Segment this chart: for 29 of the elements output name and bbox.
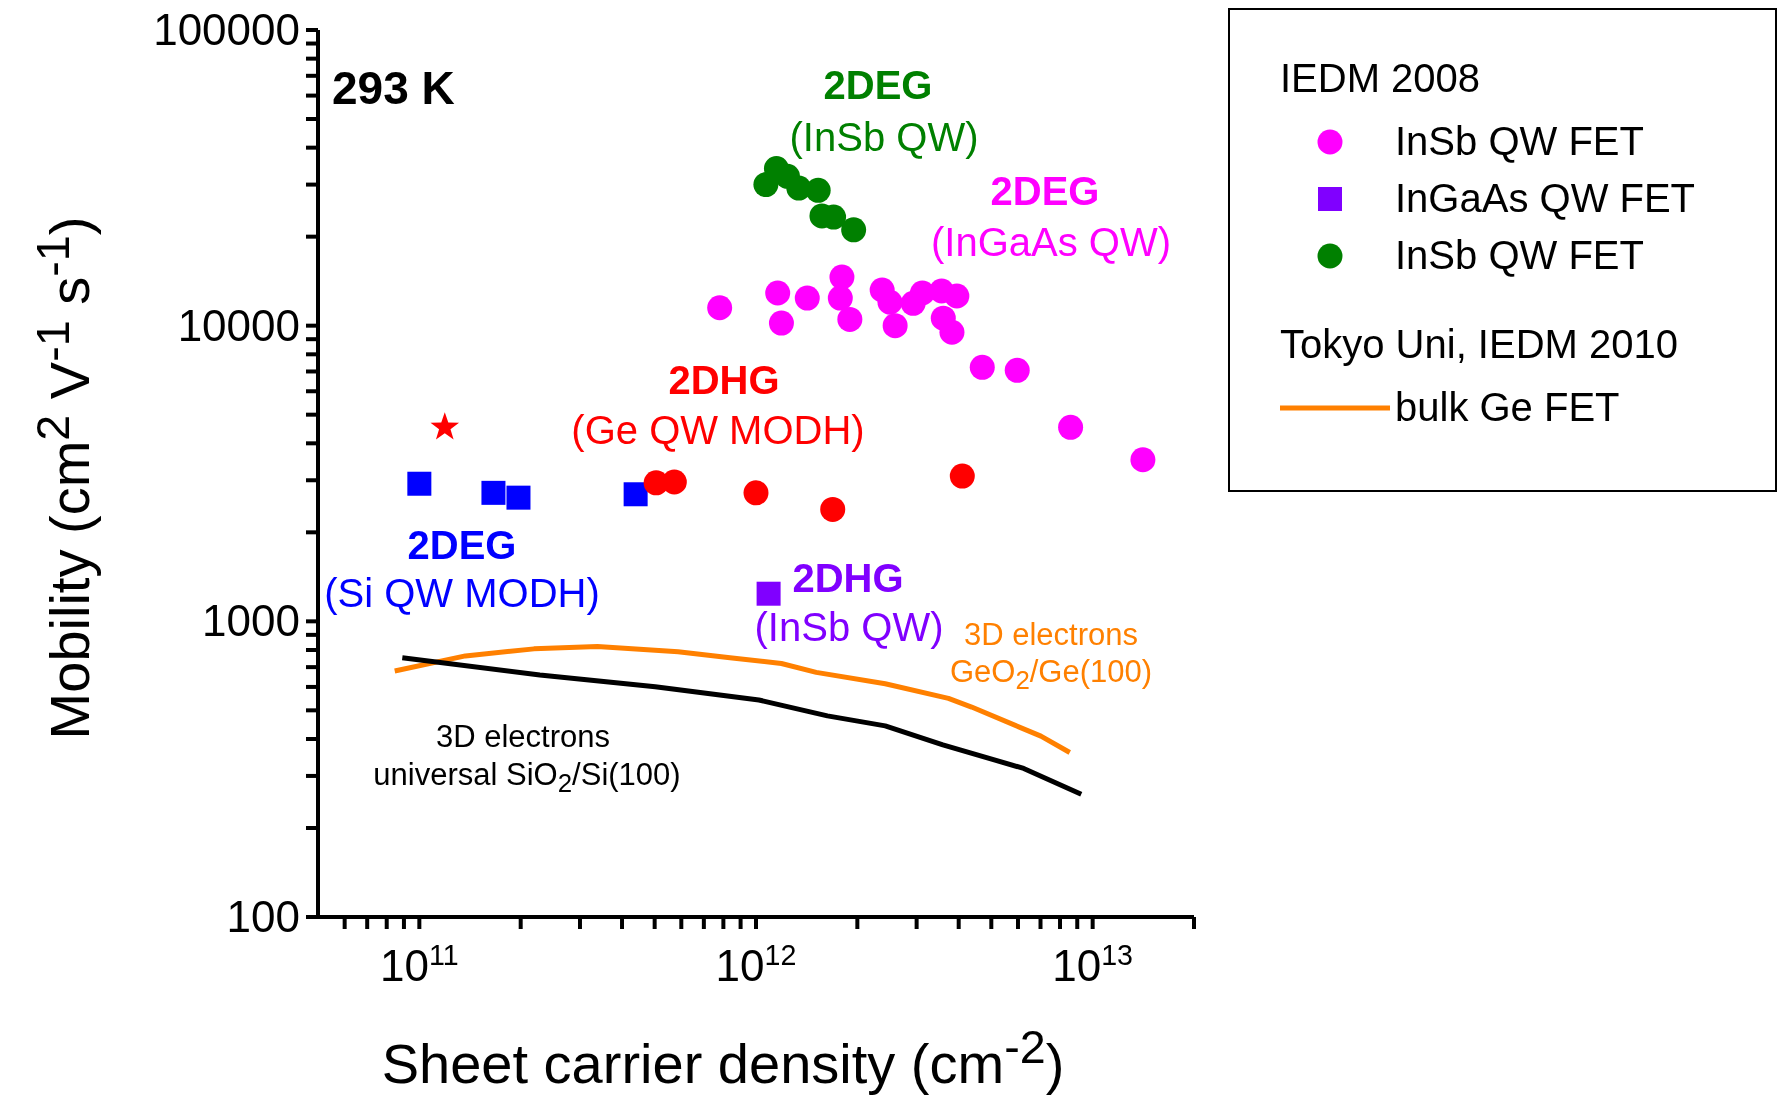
annotation: (Si QW MODH) xyxy=(324,571,600,615)
legend-label: bulk Ge FET xyxy=(1395,385,1620,430)
legend-label: InGaAs QW FET xyxy=(1395,176,1696,221)
y-tick-label: 1000 xyxy=(202,596,300,646)
annotation: 3D electrons xyxy=(435,718,611,755)
y-tick-label: 100 xyxy=(226,892,300,941)
annotation: (InSb QW) xyxy=(789,115,979,159)
annotation: 3D electrons xyxy=(963,616,1139,653)
annotation: 2DHG xyxy=(792,556,904,600)
legend-label: InSb QW FET xyxy=(1395,233,1644,278)
x-tick-label: 10$^{13}$ xyxy=(1052,939,1134,990)
annotation: 2DEG xyxy=(823,63,933,107)
y-tick-label: 100000 xyxy=(153,5,300,54)
x-tick-label: 10$^{12}$ xyxy=(715,939,797,990)
annotation: GeO$_{2}$/Ge(100) xyxy=(949,654,1153,695)
annotation: (InSb QW) xyxy=(754,605,944,649)
annotation: 2DEG xyxy=(990,169,1100,213)
annotation: 2DHG xyxy=(668,358,780,402)
y-tick-label: 10000 xyxy=(177,300,300,350)
annotation: (InGaAs QW) xyxy=(930,220,1172,264)
annotation: 293 K xyxy=(332,61,455,114)
annotation: universal SiO$_{2}$/Si(100) xyxy=(373,757,681,798)
text: Tokyo Uni, IEDM 2010 xyxy=(1280,322,1679,368)
text: IEDM 2008 xyxy=(1280,56,1482,102)
annotation: (Ge QW MODH) xyxy=(571,408,865,452)
x-axis-title: Sheet carrier density (cm$^{-2}$) xyxy=(381,1021,1065,1095)
annotation: 2DEG xyxy=(407,523,517,567)
x-tick-label: 10$^{11}$ xyxy=(380,939,459,990)
legend-label: InSb QW FET xyxy=(1395,119,1644,164)
